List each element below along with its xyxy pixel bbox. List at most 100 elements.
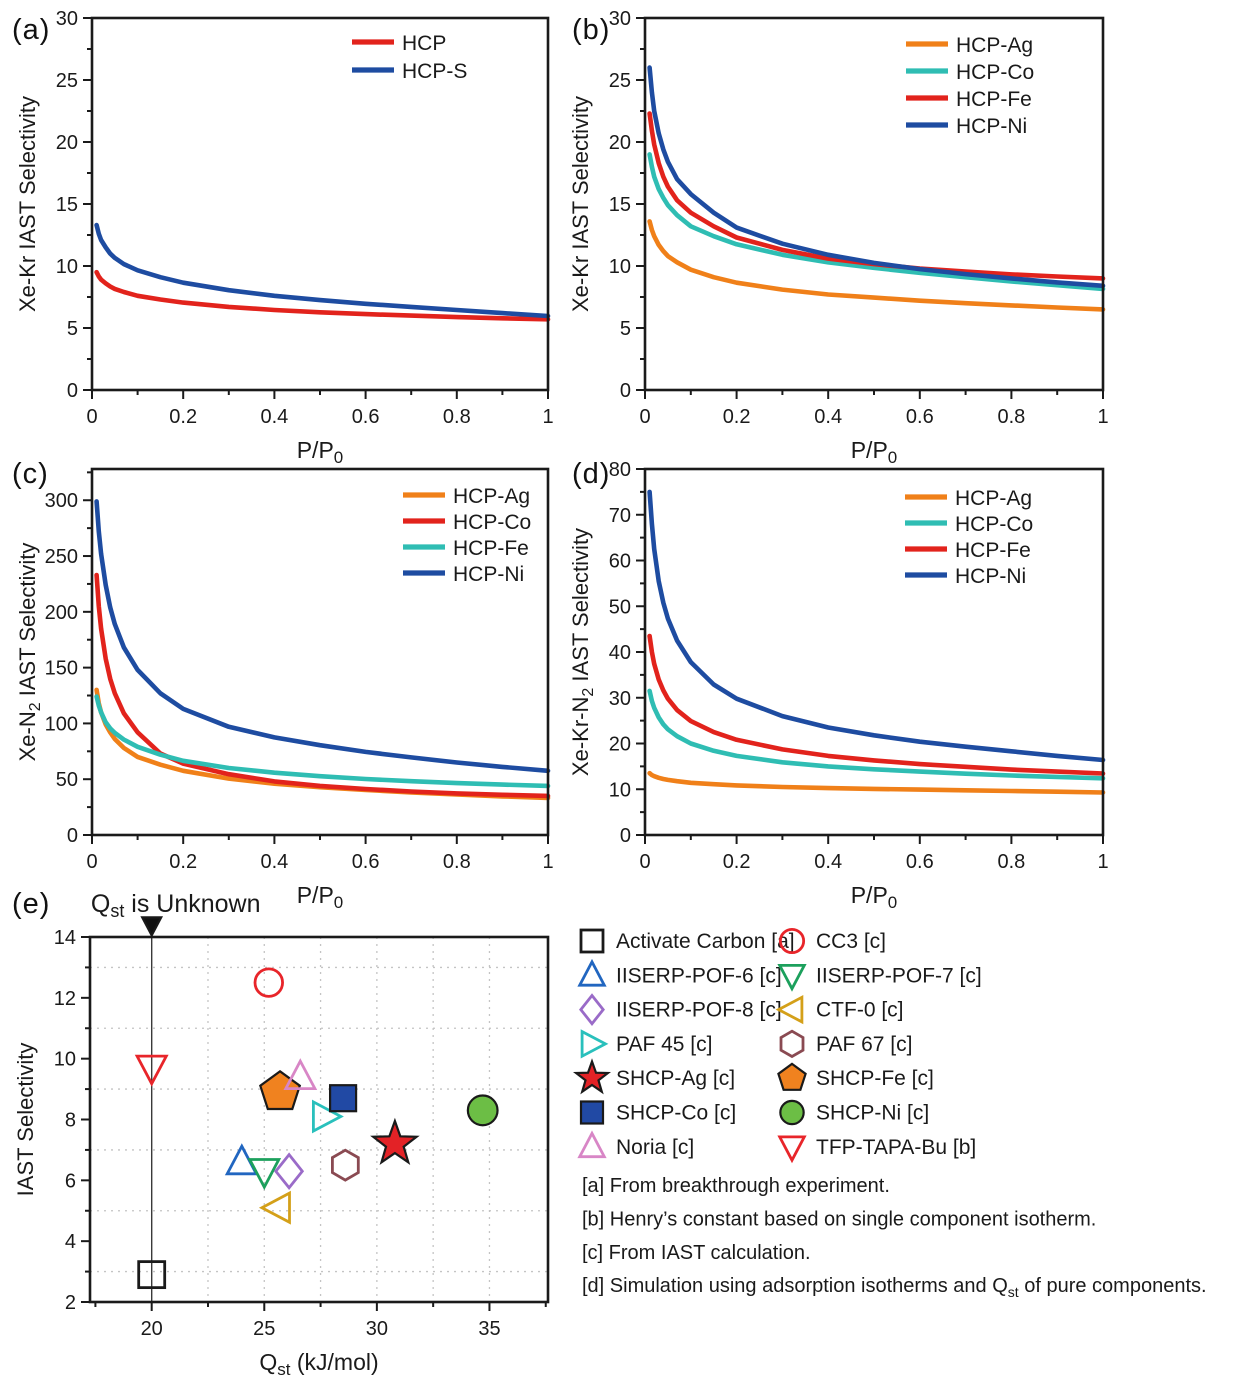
panel-e-legend-and-footnotes: Activate Carbon [a] CC3 [c] IISERP-POF-6 [… (572, 927, 1207, 1300)
legend-label-hcp-co: HCP-Co (453, 511, 531, 534)
point-shcp-fe-c (259, 1069, 302, 1111)
y-axis-label: Xe-Kr-N2 IAST Selectivity (568, 528, 597, 776)
x-tick-label: 0.8 (997, 851, 1025, 873)
y-tick-label: 200 (45, 602, 78, 624)
y-tick-label: 20 (56, 132, 78, 154)
legend-label-iiserp-pof-8-c: IISERP-POF-8 [c] (616, 999, 782, 1022)
legend-label-hcp-ag: HCP-Ag (955, 487, 1032, 510)
y-tick-label: 30 (609, 688, 631, 710)
y-tick-label: 5 (67, 318, 78, 340)
legend-label-tfp-tapa-bu-b: TFP-TAPA-Bu [b] (816, 1136, 976, 1159)
y-tick-label: 20 (609, 734, 631, 756)
y-axis-label: Xe-Kr IAST Selectivity (15, 96, 40, 312)
legend-label-shcp-ag-c: SHCP-Ag [c] (616, 1067, 735, 1090)
footnote-d: [d] Simulation using adsorption isotherm… (582, 1275, 1207, 1300)
legend-label-shcp-fe-c: SHCP-Fe [c] (816, 1067, 934, 1090)
x-tick-label: 0.4 (814, 406, 842, 428)
y-tick-label: 70 (609, 505, 631, 527)
point-ctf-0-c (258, 1190, 291, 1225)
y-tick-label: 150 (45, 658, 78, 680)
series-line-hcp-ni (647, 489, 1106, 763)
legend-label-hcp-fe: HCP-Fe (955, 539, 1031, 562)
y-tick-label: 0 (620, 825, 631, 847)
legend-marker-shcp-co-c (579, 1100, 605, 1125)
x-tick-label: 0.2 (169, 851, 197, 873)
legend-marker-ctf-0-c (775, 994, 804, 1025)
series-line-hcp-ag (647, 770, 1106, 795)
x-axis-label: P/P0 (297, 882, 344, 912)
legend-label-paf-45-c: PAF 45 [c] (616, 1033, 712, 1056)
x-tick-label: 1 (1097, 851, 1108, 873)
x-tick-label: 0.2 (169, 406, 197, 428)
legend-label-cc3-c: CC3 [c] (816, 930, 886, 953)
point-cc3-c (253, 967, 284, 998)
x-tick-label: 0.4 (260, 851, 288, 873)
annotation (140, 916, 164, 938)
point-activate-carbon-a (137, 1260, 167, 1290)
y-tick-label: 30 (56, 8, 78, 30)
footnote-b: [b] Henry’s constant based on single com… (582, 1208, 1096, 1230)
legend-label-hcp: HCP (402, 32, 446, 55)
y-tick-label: 0 (67, 825, 78, 847)
y-tick-label: 20 (609, 132, 631, 154)
y-tick-label: 14 (54, 927, 76, 949)
x-tick-label: 35 (478, 1318, 500, 1340)
legend-marker-iiserp-pof-6-c (577, 958, 607, 987)
x-tick-label: 0 (86, 406, 97, 428)
legend-label-paf-67-c: PAF 67 [c] (816, 1033, 912, 1056)
point-paf-67-c (330, 1148, 360, 1182)
y-axis-label: Xe-N2 IAST Selectivity (15, 543, 44, 762)
x-tick-label: 1 (1097, 406, 1108, 428)
plot-frame (643, 467, 1105, 837)
x-tick-label: 20 (141, 1318, 163, 1340)
y-tick-label: 250 (45, 546, 78, 568)
chart-legend: HCP-Ag HCP-Co HCP-Fe HCP-Ni (906, 34, 1034, 138)
series-line-hcp-ag (647, 219, 1106, 312)
legend-label-hcp-ni: HCP-Ni (955, 565, 1026, 588)
chart-legend: HCP-Ag HCP-Co HCP-Fe HCP-Ni (905, 487, 1033, 588)
x-tick-label: 1 (542, 851, 553, 873)
legend-label-iiserp-pof-7-c: IISERP-POF-7 [c] (816, 964, 982, 987)
legend-label-hcp-fe: HCP-Fe (453, 537, 529, 560)
series (647, 489, 1106, 795)
x-tick-label: 0.4 (260, 406, 288, 428)
qst-unknown-text: Qst is Unknown (91, 890, 261, 921)
x-tick-label: 0 (639, 851, 650, 873)
x-tick-label: 0.8 (443, 406, 471, 428)
footnote-a: [a] From breakthrough experiment. (582, 1175, 890, 1197)
panel-label-a: (a) (12, 14, 51, 46)
legend-marker-paf-67-c (779, 1029, 805, 1059)
y-tick-label: 25 (609, 70, 631, 92)
y-tick-label: 0 (620, 380, 631, 402)
series (94, 222, 551, 322)
chart-legend: HCP-Ag HCP-Co HCP-Fe HCP-Ni (403, 485, 531, 586)
legend-label-hcp-ag: HCP-Ag (453, 485, 530, 508)
y-tick-label: 10 (609, 779, 631, 801)
series (94, 499, 551, 801)
point-iiserp-pof-8-c (274, 1152, 305, 1191)
x-tick-label: 0.8 (443, 851, 471, 873)
footnote-c: [c] From IAST calculation. (582, 1242, 811, 1264)
y-tick-label: 5 (620, 318, 631, 340)
y-tick-label: 12 (54, 988, 76, 1010)
legend-marker-iiserp-pof-7-c (777, 964, 807, 992)
y-tick-label: 4 (65, 1231, 76, 1253)
axis-ticks (83, 17, 549, 399)
x-tick-label: 0.6 (352, 851, 380, 873)
y-axis-label: IAST Selectivity (13, 1043, 38, 1197)
y-tick-label: 50 (609, 596, 631, 618)
y-tick-label: 2 (65, 1292, 76, 1314)
panel-c-xe-n2-selectivity-chart: 0 0.2 0.4 0.6 0.8 1 0 50 100 150 200 250 300 P/P0 Xe-N… (15, 467, 554, 912)
x-axis-label: P/P0 (297, 437, 344, 467)
legend-marker-iiserp-pof-8-c (579, 993, 605, 1026)
point-tfp-tapa-bu-b (134, 1054, 169, 1087)
legend-label-noria-c: Noria [c] (616, 1136, 694, 1159)
y-tick-label: 25 (56, 70, 78, 92)
y-tick-label: 10 (54, 1049, 76, 1071)
axis-ticks (83, 471, 549, 844)
point-paf-45-c (311, 1099, 344, 1134)
legend-marker-paf-45-c (580, 1029, 609, 1059)
series (647, 65, 1106, 312)
